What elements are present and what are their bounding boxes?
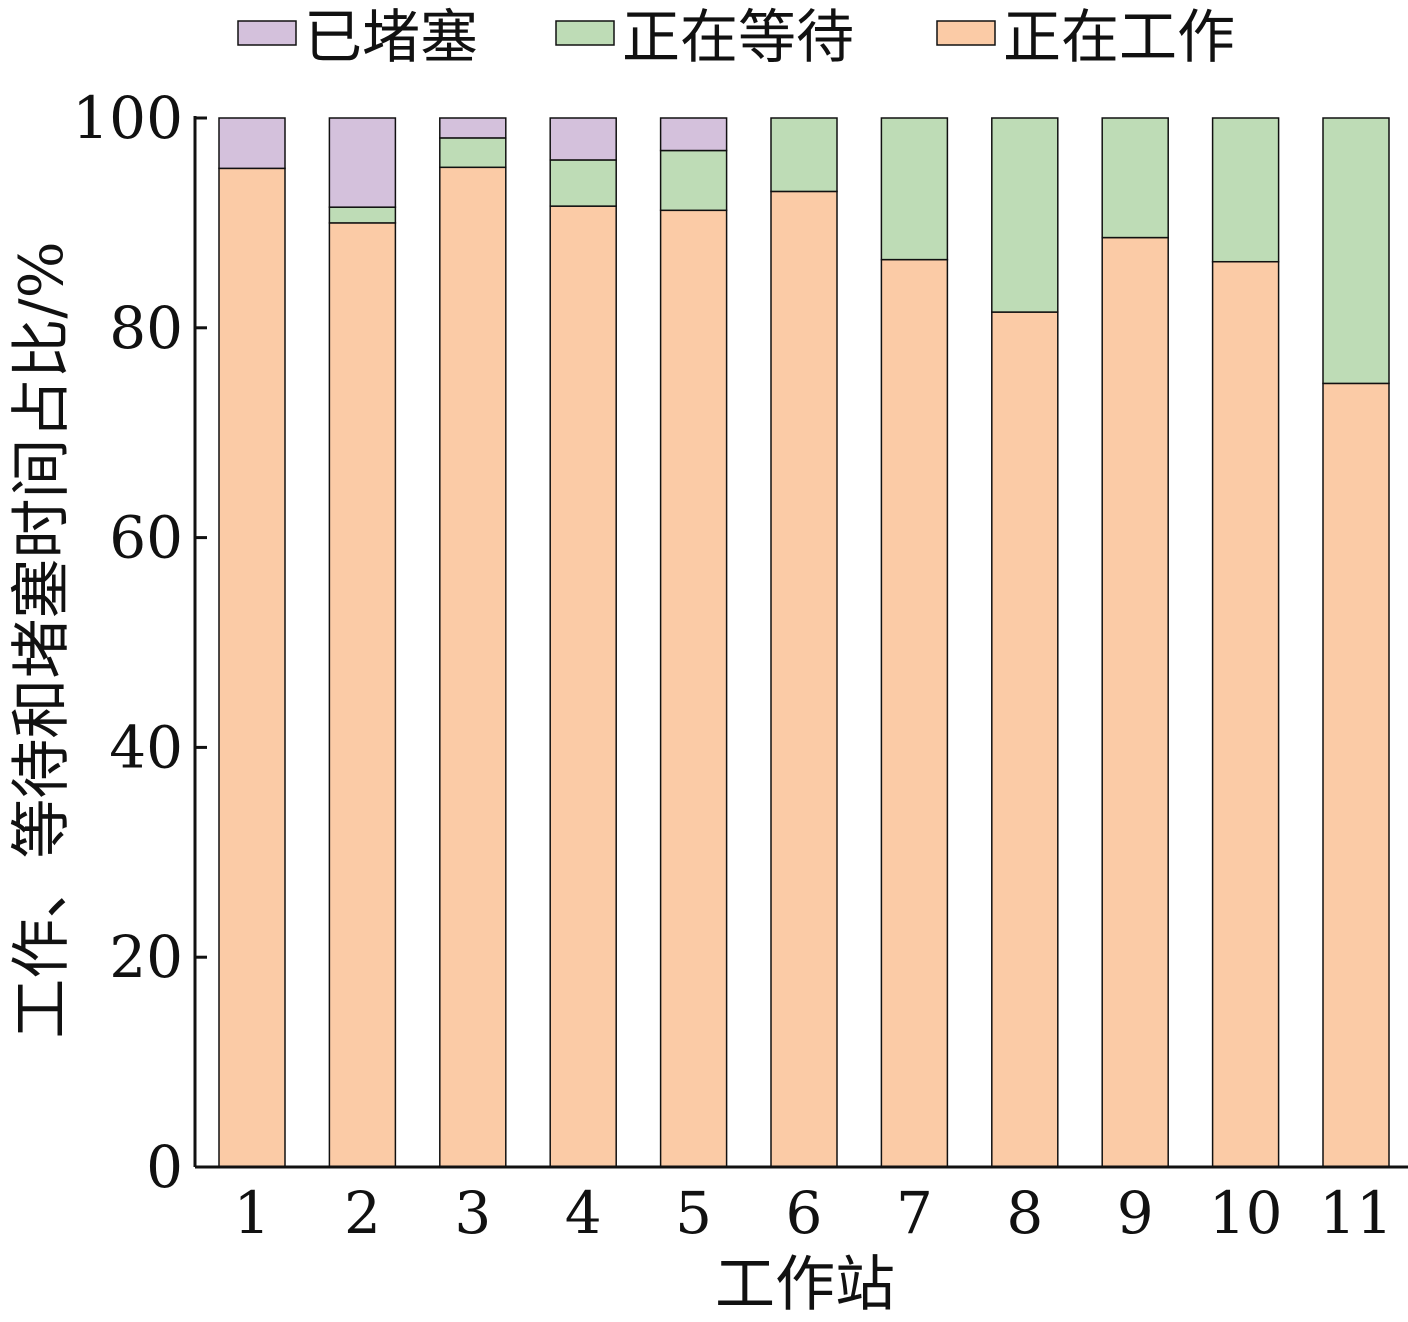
bar-segment-waiting-11: [1322, 117, 1390, 385]
x-tick-label: 11: [1319, 1179, 1393, 1247]
bar-segment-working-10: [1211, 260, 1280, 1168]
bar-segment-working-7: [880, 258, 949, 1168]
y-tick-label: 80: [109, 294, 183, 362]
x-tick-label: 10: [1209, 1179, 1283, 1247]
bar-segment-working-2: [328, 222, 397, 1168]
legend-label: 正在工作: [1003, 3, 1235, 71]
y-tick-label: 20: [109, 923, 183, 991]
x-tick-label: 8: [1006, 1179, 1043, 1247]
y-tick-label: 40: [109, 713, 183, 781]
legend-swatch: [936, 20, 996, 46]
y-tick-label: 100: [72, 84, 183, 152]
bar-segment-waiting-7: [880, 117, 949, 261]
bar-segment-blocked-5: [659, 117, 728, 152]
legend-swatch: [555, 20, 615, 46]
x-tick-label: 5: [675, 1179, 712, 1247]
bar-segment-blocked-4: [549, 117, 617, 161]
bar-segment-blocked-1: [218, 117, 286, 170]
legend: 已堵塞 正在等待 正在工作: [237, 3, 1235, 71]
bar-segment-waiting-4: [549, 159, 617, 207]
x-tick-label: 2: [344, 1179, 381, 1247]
bar-segment-working-4: [549, 205, 617, 1168]
x-tick-label: 9: [1117, 1179, 1154, 1247]
x-tick-label: 3: [454, 1179, 491, 1247]
legend-label: 已堵塞: [304, 3, 478, 71]
x-tick-label: 4: [565, 1179, 602, 1247]
legend-label: 正在等待: [622, 3, 854, 71]
x-tick-label: 7: [896, 1179, 933, 1247]
y-tick-label: 60: [109, 504, 183, 572]
legend-swatch: [237, 20, 297, 46]
x-tick-label: 6: [786, 1179, 823, 1247]
bar-segment-waiting-9: [1101, 117, 1169, 239]
bar-segment-working-9: [1101, 236, 1169, 1168]
bar-segment-working-1: [218, 167, 286, 1168]
y-tick-label: 0: [146, 1133, 183, 1201]
axes: 1 2 3 4 5 6 7 8 9 10 11 0 20 40 60 80 100: [72, 84, 1408, 1247]
bar-segment-waiting-10: [1211, 117, 1280, 263]
bar-segment-working-11: [1322, 382, 1390, 1168]
bar-segment-waiting-2: [328, 206, 397, 224]
bar-segment-working-5: [659, 209, 728, 1168]
bars: [218, 117, 1390, 1168]
bar-segment-blocked-3: [439, 117, 507, 139]
x-tick-label: 1: [234, 1179, 271, 1247]
bar-segment-working-3: [439, 166, 507, 1168]
bar-segment-waiting-3: [439, 137, 507, 169]
x-axis-title: 工作站: [715, 1250, 895, 1317]
bar-segment-working-8: [991, 311, 1059, 1168]
bar-segment-waiting-5: [659, 149, 728, 212]
bar-segment-blocked-2: [328, 117, 397, 208]
bar-segment-working-6: [770, 190, 838, 1168]
bar-segment-waiting-6: [770, 117, 838, 193]
bar-segment-waiting-8: [991, 117, 1059, 313]
y-axis-title: 工作、等待和堵塞时间占比/%: [7, 241, 77, 1038]
